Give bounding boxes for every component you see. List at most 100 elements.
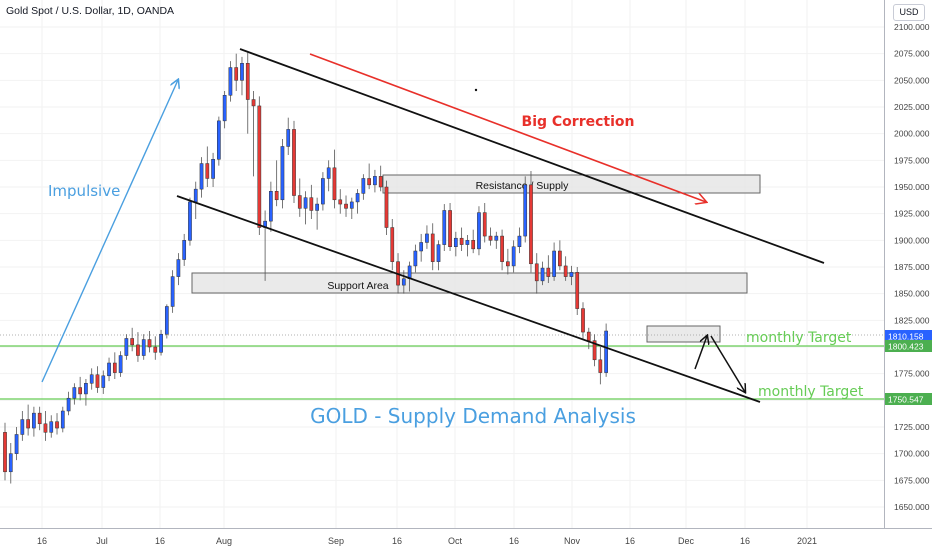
candle-body	[494, 235, 499, 241]
candle-body	[367, 178, 371, 186]
stray-dot	[474, 88, 478, 92]
candle-body	[511, 246, 516, 267]
resistance-zone[interactable]	[382, 174, 761, 194]
candle	[384, 180, 389, 235]
candle	[274, 160, 279, 207]
candle-body	[112, 362, 117, 373]
x-tick-label: Aug	[216, 536, 232, 546]
candle	[245, 52, 250, 134]
time-axis[interactable]: 16 Jul 16 Aug Sep 16 Oct 16 Nov 16 Dec 16 2021	[37, 536, 817, 546]
candle-body	[240, 63, 244, 81]
candle-body	[604, 330, 608, 373]
candle	[84, 379, 88, 406]
candle	[101, 370, 106, 394]
candle-body	[419, 242, 424, 252]
candle-body	[517, 235, 522, 247]
impulsive-label: Impulsive	[48, 182, 120, 200]
candle	[373, 169, 377, 193]
candle	[286, 117, 291, 155]
y-tick-label: 1700.000	[894, 449, 930, 459]
candle	[361, 174, 366, 200]
candle	[234, 53, 239, 91]
candle	[228, 61, 233, 102]
candle	[176, 253, 181, 286]
projection-arrow-down[interactable]	[710, 335, 745, 392]
impulsive-arrow[interactable]	[41, 80, 178, 383]
candle	[112, 352, 117, 379]
candle-body	[205, 163, 210, 179]
candle	[563, 256, 568, 281]
channel-lower-line[interactable]	[176, 195, 761, 403]
candle-body	[413, 250, 418, 267]
candle-body	[459, 237, 464, 245]
projection-arrow-up[interactable]	[694, 336, 707, 370]
candle-body	[280, 146, 285, 201]
candle-body	[344, 203, 348, 209]
candle	[488, 227, 493, 246]
candle	[558, 240, 562, 271]
candle-body	[153, 346, 158, 353]
candle-body	[482, 212, 487, 237]
y-tick-label: 1650.000	[894, 502, 930, 512]
candle-body	[361, 178, 366, 194]
candle-body	[170, 276, 175, 307]
candle-body	[581, 308, 585, 333]
x-tick-label: 16	[37, 536, 47, 546]
candle-body	[95, 374, 100, 388]
candle	[240, 56, 244, 96]
candle	[390, 219, 395, 271]
candle-body	[182, 240, 187, 260]
target-zone[interactable]	[646, 325, 721, 343]
candle	[72, 383, 77, 405]
candle	[118, 351, 123, 377]
candle	[26, 404, 30, 436]
candle	[95, 366, 100, 393]
y-tick-label: 2075.000	[894, 49, 930, 59]
candle	[326, 160, 331, 192]
y-tick-label: 1875.000	[894, 262, 930, 272]
candle	[506, 248, 510, 275]
price-label-text: 1750.547	[888, 395, 924, 405]
big-correction-arrow[interactable]	[309, 53, 706, 202]
candle	[349, 197, 354, 219]
support-zone[interactable]	[191, 272, 748, 294]
candle	[66, 391, 71, 416]
monthly-target-label-2: monthly Target	[758, 384, 864, 400]
candle-body	[315, 203, 319, 211]
candle-body	[3, 432, 7, 473]
price-label-text: 1800.423	[888, 342, 924, 352]
candle	[188, 197, 192, 246]
candle-body	[500, 235, 504, 262]
x-tick-label: 16	[625, 536, 635, 546]
candle-body	[436, 244, 441, 262]
candle	[136, 332, 140, 362]
candle	[141, 334, 146, 360]
candle-body	[188, 201, 192, 241]
candle-body	[384, 186, 389, 228]
candle-body	[575, 272, 580, 309]
candle-body	[425, 233, 429, 243]
candle	[205, 146, 210, 187]
candle-body	[199, 163, 204, 190]
candle	[315, 197, 319, 230]
candle	[494, 231, 499, 249]
candles	[3, 52, 608, 484]
x-tick-label: 16	[392, 536, 402, 546]
candle	[257, 96, 262, 235]
candle	[43, 411, 48, 441]
candle	[592, 334, 597, 367]
channel-upper-line[interactable]	[239, 48, 825, 264]
candle	[517, 227, 522, 254]
candle	[107, 357, 111, 382]
y-tick-label: 1925.000	[894, 209, 930, 219]
candle-body	[586, 331, 591, 341]
candle-body	[55, 421, 59, 429]
candle	[477, 206, 481, 256]
candle-body	[471, 240, 476, 250]
symbol-title: Gold Spot / U.S. Dollar, 1D, OANDA	[6, 5, 175, 17]
x-tick-label: 16	[155, 536, 165, 546]
currency-button[interactable]: USD	[893, 4, 925, 21]
candle-body	[453, 237, 458, 247]
